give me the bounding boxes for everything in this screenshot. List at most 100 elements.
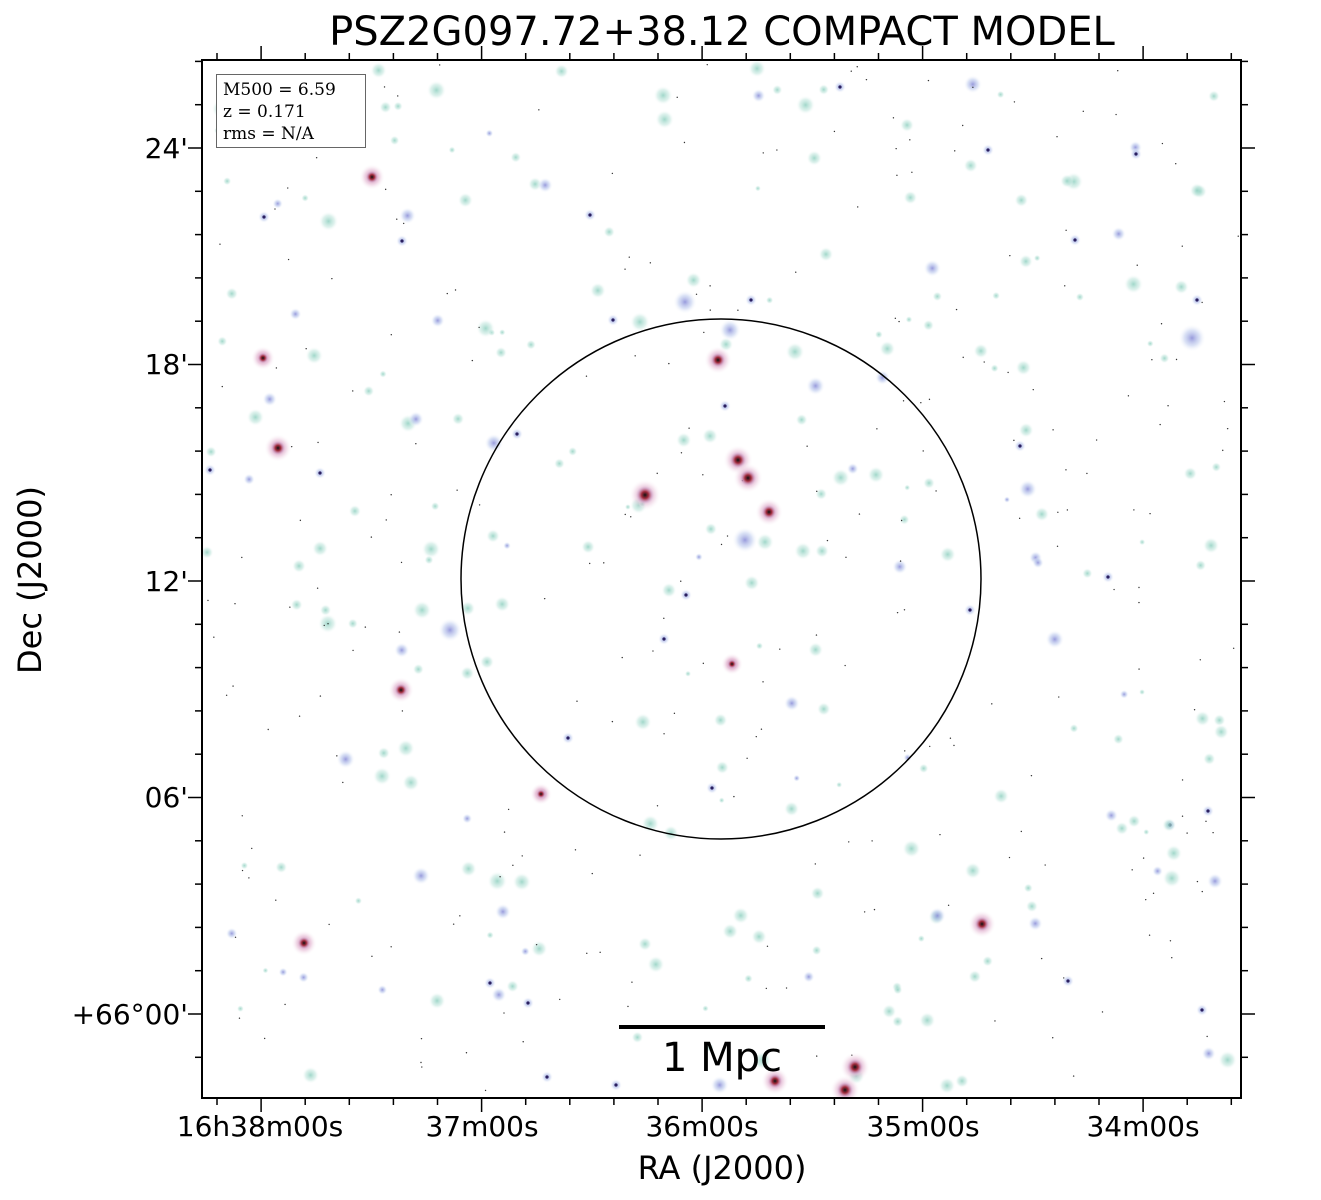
faint-source [874,330,883,339]
faint-source [225,287,239,301]
plot-frame [201,59,1242,1099]
background-speck [284,1003,286,1006]
faint-source [506,979,519,993]
faint-source [222,176,232,186]
bright-source-core [297,936,311,950]
faint-source [430,313,445,328]
background-speck [1007,371,1009,374]
background-speck [323,624,325,627]
faint-source [705,1043,715,1053]
point-source-core [662,637,666,641]
extended-source [292,559,306,573]
faint-source [831,468,850,487]
faint-source [503,541,511,550]
bright-source-core [365,170,379,184]
x-tick-label: 36m00s [645,1110,759,1143]
faint-source [904,484,911,491]
background-speck [238,1017,241,1019]
extended-source [794,542,812,560]
faint-source [783,695,800,712]
background-speck [1206,1035,1208,1038]
background-speck [390,494,392,496]
background-speck [1226,427,1229,430]
faint-source [973,343,989,359]
faint-source [424,555,434,565]
faint-source [411,866,431,885]
background-speck [857,206,859,208]
background-speck [909,139,911,141]
faint-source [810,886,825,901]
faint-source [236,1005,244,1013]
background-speck [688,427,690,429]
background-speck [927,79,930,82]
background-speck [328,923,330,926]
m500-value: M500 = 6.59 [223,80,336,100]
background-speck [1149,512,1151,515]
background-speck [1175,162,1177,165]
bright-source-core [761,504,777,520]
faint-source [243,473,255,486]
bright-source-core [846,1058,864,1076]
faint-source [732,906,750,925]
background-speck [935,490,937,492]
faint-source [1183,466,1198,481]
background-speck [263,1037,266,1040]
background-speck [219,243,221,245]
background-speck [478,504,481,506]
faint-source [1018,422,1034,438]
faint-source [1119,689,1129,699]
faint-source [653,85,673,106]
background-speck [627,1005,629,1008]
background-speck [779,648,781,650]
faint-source [1218,1050,1238,1070]
faint-source [495,346,507,359]
background-speck [765,987,768,990]
faint-source [807,642,824,658]
faint-source [765,296,774,304]
faint-source [1162,868,1182,888]
faint-source [1159,353,1170,364]
faint-source [1014,193,1029,208]
faint-source [486,931,494,939]
background-speck [621,656,623,659]
faint-source [1211,462,1222,473]
point-source-core [723,404,727,408]
faint-source [1032,556,1044,569]
background-speck [1199,659,1201,661]
background-speck [390,946,392,948]
faint-source [370,62,387,79]
background-speck [706,63,708,66]
background-speck [452,923,455,925]
background-speck [420,1037,423,1040]
background-speck [1181,815,1184,817]
faint-source [494,596,511,613]
faint-source [918,1011,936,1029]
faint-source [379,101,392,114]
x-axis-label: RA (J2000) [637,1149,807,1187]
faint-source [298,971,310,983]
background-speck [1066,509,1069,511]
background-speck [833,130,836,133]
background-speck [1044,864,1046,866]
background-speck [871,840,873,842]
extended-source [1178,324,1206,352]
faint-source [990,364,999,373]
background-speck [876,428,878,430]
background-speck [1159,423,1161,426]
y-tick-label: 24' [144,132,188,165]
background-speck [904,750,906,752]
background-speck [543,597,546,600]
background-speck [1008,856,1011,859]
faint-source [754,185,762,192]
background-speck [628,256,630,258]
faint-source [412,663,424,675]
background-speck [631,981,633,983]
rms-value: rms = N/A [223,124,314,144]
faint-source [1194,710,1211,727]
faint-source [629,311,650,332]
point-source-core [515,432,519,436]
faint-source [567,446,578,457]
background-speck [762,152,764,154]
background-speck [928,398,931,401]
faint-source [982,955,994,967]
